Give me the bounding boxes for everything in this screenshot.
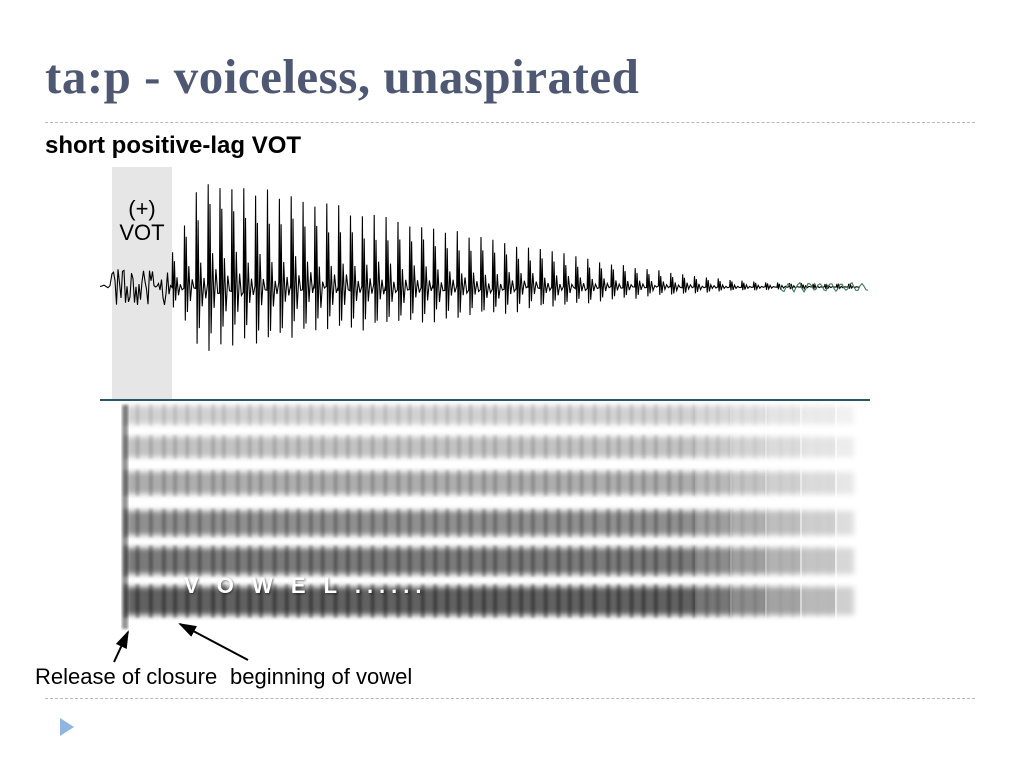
phonetics-figure: (+) VOT V O W E L ...... xyxy=(100,167,870,633)
divider-bottom xyxy=(45,698,975,699)
vowel-label: V O W E L ...... xyxy=(184,573,428,599)
slide: ta:p - voiceless, unaspirated short posi… xyxy=(0,0,1024,768)
annotation-beginning-of-vowel: beginning of vowel xyxy=(230,664,412,690)
waveform-panel xyxy=(100,167,870,399)
arrow-release-of-closure xyxy=(114,632,128,662)
slide-title: ta:p - voiceless, unaspirated xyxy=(45,48,639,105)
subtitle: short positive-lag VOT xyxy=(45,132,301,160)
divider-top xyxy=(45,122,975,123)
waveform-trace xyxy=(100,184,860,351)
bullet-arrow-icon xyxy=(58,716,76,738)
annotation-release-of-closure: Release of closure xyxy=(35,664,217,690)
